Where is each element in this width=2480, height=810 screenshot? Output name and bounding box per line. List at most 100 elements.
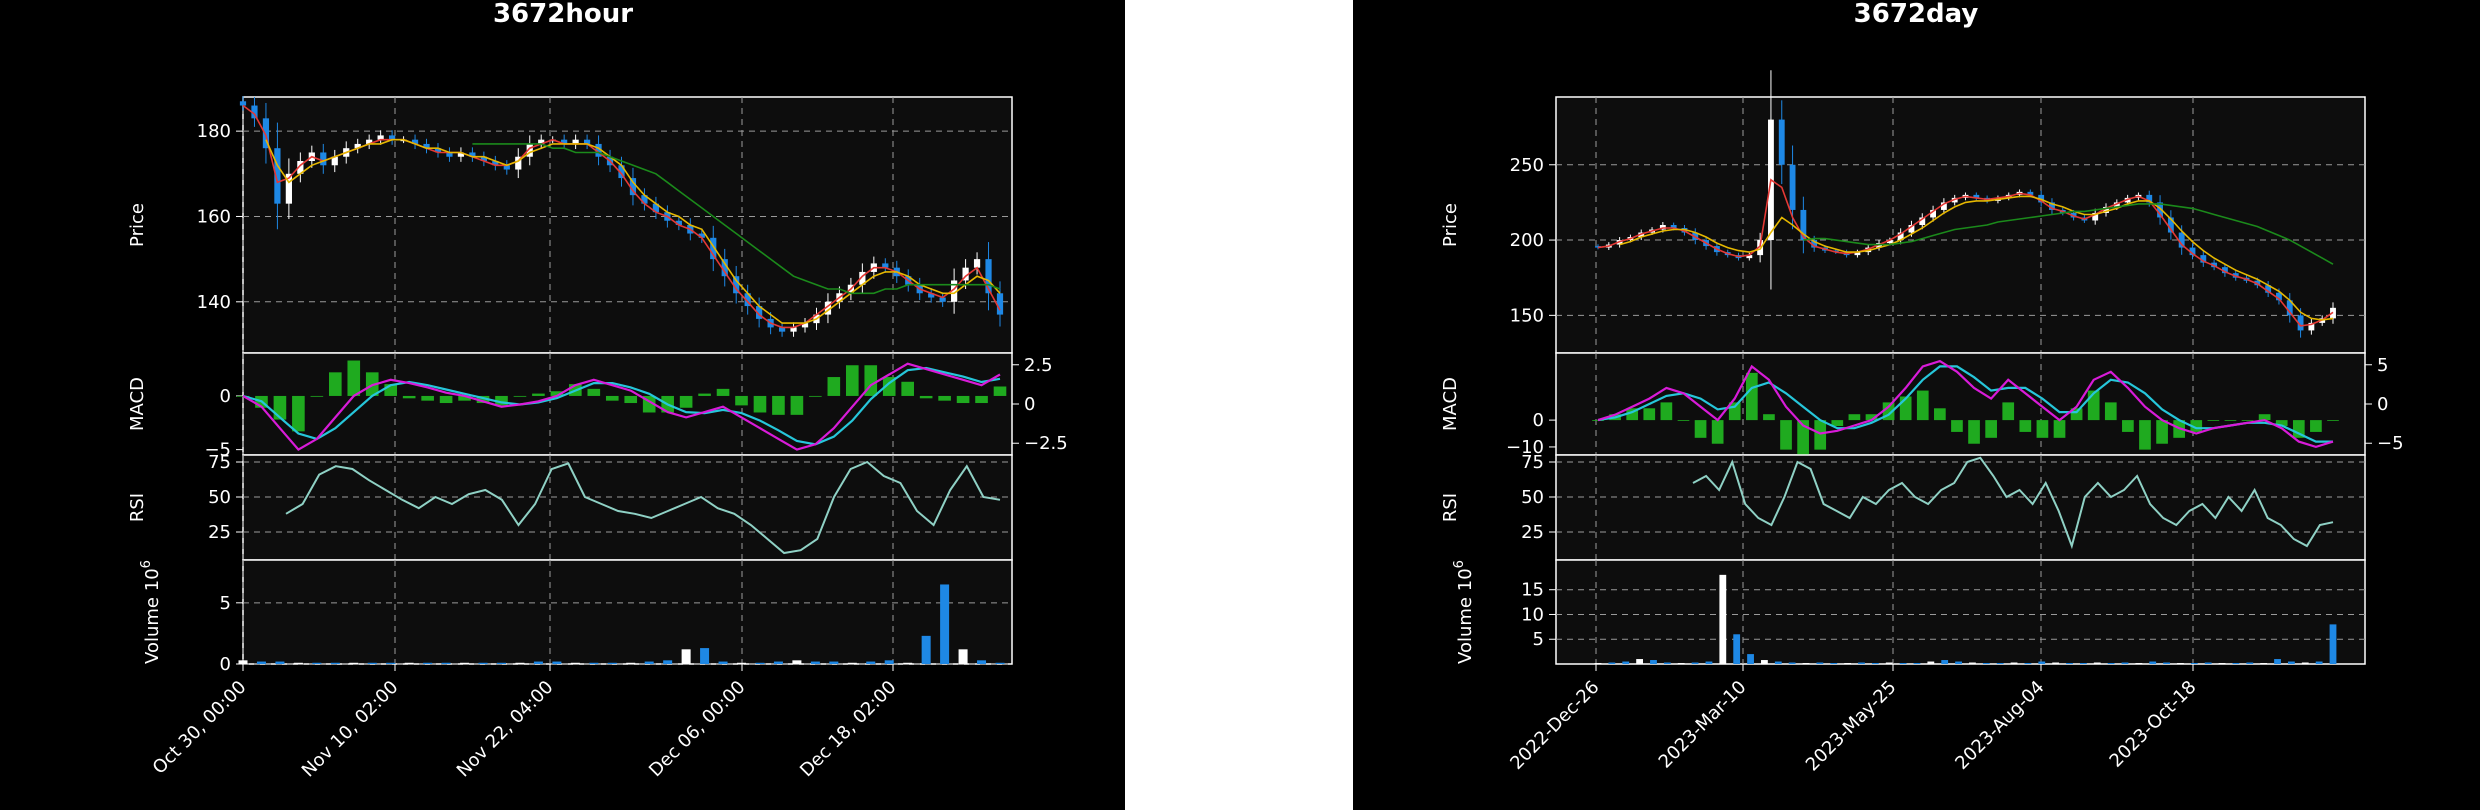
macd-hist-bar-33	[845, 365, 859, 396]
macd-hist-bar-30	[790, 395, 804, 415]
candle-body-18	[1789, 164, 1796, 210]
macd-hist-bar-29	[772, 395, 785, 415]
candle-body-63	[2276, 292, 2282, 301]
volume-bar-27	[737, 662, 747, 664]
hour-chart-svg: 3672hour 140 160 180 Price −5 0 −2.5 0 2.5 MACD 25 5…	[127, 0, 1068, 782]
volume-axis-label: Volume 106	[139, 560, 163, 664]
macd-hist-bar-16	[1865, 414, 1878, 421]
macd-hist-bar-29	[2087, 390, 2100, 421]
x-tick-label-2: Nov 22, 04:00	[453, 677, 558, 782]
candle-body-26	[538, 139, 545, 144]
candle-body-20	[1811, 240, 1818, 248]
candle-body-41	[710, 237, 717, 260]
volume-bar-14	[496, 662, 506, 664]
volume-bar-12	[1761, 660, 1768, 664]
volume-bar-15	[515, 662, 525, 664]
volume-bar-6	[1677, 663, 1685, 665]
rsi-tick-label-2: 75	[208, 452, 231, 473]
price-tick-label-1: 160	[197, 206, 231, 227]
candle-body-65	[985, 259, 992, 294]
macd-panel	[242, 352, 1013, 456]
volume-multiplier-exponent: 6	[1452, 560, 1467, 568]
volume-bar-22	[644, 661, 654, 664]
volume-bar-40	[2149, 661, 2157, 664]
candle-body-32	[1940, 202, 1947, 210]
volume-bar-21	[626, 662, 636, 664]
volume-bar-16	[1816, 662, 1824, 664]
macd-hist-bar-3	[1643, 408, 1656, 421]
candle-body-63	[962, 267, 969, 281]
volume-bar-31	[2024, 663, 2032, 665]
candle-body-64	[973, 259, 981, 268]
volume-multiplier: 10	[142, 568, 163, 597]
macd-hist-bar-8	[1728, 402, 1741, 421]
price-ma-line-0	[1597, 178, 2334, 327]
macd-hist-bar-26	[716, 388, 730, 396]
macd-hist-bar-20	[1934, 408, 1946, 421]
candle-body-38	[675, 220, 682, 225]
hour-chart-figure: 3672hour 140 160 180 Price −5 0 −2.5 0 2.5 MACD 25 5…	[0, 0, 1125, 810]
candle-body-5	[297, 161, 304, 174]
candle-body-16	[423, 143, 430, 149]
macd-right-tick-label-2: 2.5	[1024, 355, 1053, 376]
macd-hist-bar-27	[2053, 420, 2066, 438]
candle-body-43	[733, 276, 740, 294]
volume-bar-0	[1594, 663, 1602, 665]
candle-body-33	[618, 165, 625, 179]
macd-hist-bar-6	[1694, 420, 1707, 438]
volume-bar-47	[2246, 662, 2254, 664]
volume-bar-24	[681, 649, 691, 664]
macd-signal-line	[242, 366, 1001, 446]
volume-bar-2	[275, 661, 285, 664]
x-tick-label-4: 2023-Oct-18	[2106, 677, 2201, 772]
x-tick-label-3: Dec 06, 00:00	[645, 677, 749, 781]
macd-axis-label: MACD	[127, 377, 148, 431]
candle-body-54	[2178, 232, 2185, 248]
macd-hist-bar-40	[2275, 420, 2288, 427]
candle-body-24	[1854, 252, 1861, 256]
candle-body-47	[778, 327, 786, 332]
macd-hist-bar-11	[439, 395, 453, 404]
price-axis-label: Price	[127, 203, 148, 247]
rsi-tick-label-0: 25	[1521, 522, 1544, 543]
volume-bar-17	[552, 661, 562, 664]
macd-hist-bar-18	[1899, 396, 1912, 421]
macd-line	[242, 362, 1001, 452]
macd-tick-label-1: 0	[220, 386, 231, 407]
macd-hist-bar-16	[532, 393, 545, 396]
volume-bar-15	[1802, 663, 1810, 665]
volume-bar-33	[2052, 662, 2060, 664]
macd-tick-label-0: −5	[204, 440, 231, 461]
macd-hist-bar-11	[1780, 420, 1792, 450]
volume-bar-6	[349, 662, 359, 664]
price-tick-label-2: 250	[1510, 155, 1544, 176]
candle-body-10	[354, 143, 361, 149]
macd-hist-bar-7	[1711, 420, 1724, 444]
x-tick-label-1: Nov 10, 02:00	[298, 677, 403, 782]
candle-body-34	[629, 178, 637, 196]
candle-body-54	[859, 271, 866, 285]
volume-bar-20	[1871, 663, 1879, 665]
volume-bar-11	[1747, 654, 1754, 664]
volume-bar-43	[2190, 663, 2198, 665]
volume-tick-label-0: 0	[220, 654, 231, 675]
macd-hist-bar-9	[1745, 372, 1758, 421]
rsi-tick-label-1: 50	[208, 487, 231, 508]
candle-body-31	[595, 143, 602, 157]
macd-hist-bar-41	[2292, 420, 2305, 438]
volume-bar-0	[238, 660, 248, 664]
candle-body-35	[641, 195, 648, 204]
candle-body-17	[434, 148, 442, 153]
candle-body-0	[239, 101, 247, 106]
volume-multiplier: 10	[1455, 568, 1476, 597]
macd-hist-bar-0	[1592, 420, 1604, 421]
candle-body-13	[388, 135, 396, 140]
candle-body-44	[744, 293, 751, 307]
macd-hist-bar-14	[1831, 420, 1844, 427]
candle-body-65	[2297, 315, 2304, 331]
macd-hist-bar-19	[1916, 390, 1929, 421]
volume-bar-36	[2093, 662, 2101, 664]
macd-hist-bar-12	[1797, 420, 1809, 462]
macd-hist-bar-20	[605, 395, 619, 401]
macd-hist-bar-10	[421, 395, 434, 401]
